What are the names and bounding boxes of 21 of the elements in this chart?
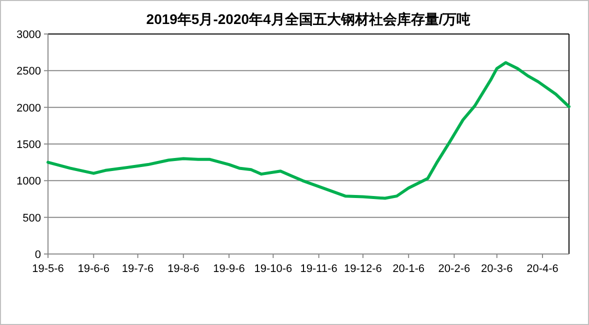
x-tick-label: 19-9-6 (213, 263, 245, 275)
y-tick-label: 2000 (16, 102, 41, 114)
x-tick-label: 20-3-6 (480, 263, 513, 275)
x-tick-label: 20-2-6 (438, 263, 470, 275)
x-tick-label: 20-4-6 (526, 263, 558, 275)
y-tick-label: 500 (22, 212, 41, 224)
x-tick-label: 19-5-6 (32, 263, 64, 275)
y-tick-label: 0 (34, 249, 41, 261)
x-tick-label: 19-10-6 (254, 263, 292, 275)
y-tick-label: 3000 (16, 29, 41, 41)
x-tick-label: 19-12-6 (344, 263, 382, 275)
x-tick-label: 19-11-6 (300, 263, 338, 275)
x-tick-label: 19-6-6 (78, 263, 110, 275)
y-tick-label: 1500 (16, 139, 41, 151)
chart-title: 2019年5月-2020年4月全国五大钢材社会库存量/万吨 (146, 11, 471, 27)
x-tick-label: 19-7-6 (122, 263, 154, 275)
y-tick-label: 2500 (16, 66, 41, 78)
x-tick-label: 20-1-6 (392, 263, 424, 275)
x-tick-label: 19-8-6 (168, 263, 200, 275)
line-series (46, 61, 570, 200)
y-tick-label: 1000 (16, 176, 41, 188)
